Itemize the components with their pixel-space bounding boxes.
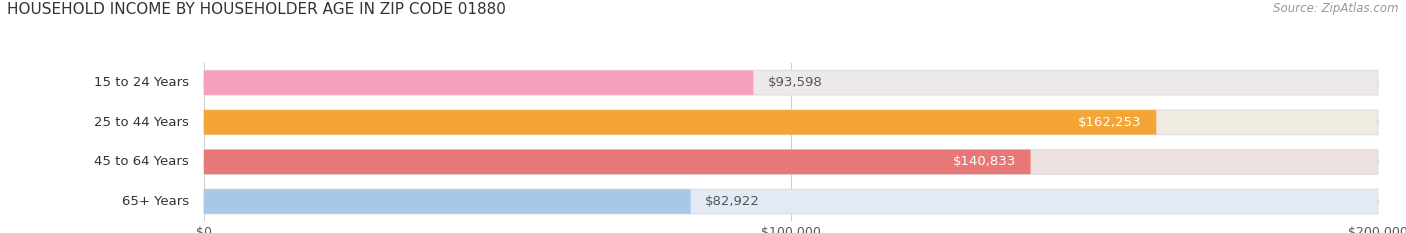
Text: Source: ZipAtlas.com: Source: ZipAtlas.com (1274, 2, 1399, 15)
Text: 15 to 24 Years: 15 to 24 Years (94, 76, 190, 89)
FancyBboxPatch shape (204, 150, 1378, 174)
FancyBboxPatch shape (204, 110, 1156, 135)
FancyBboxPatch shape (204, 189, 690, 214)
Text: $140,833: $140,833 (953, 155, 1017, 168)
FancyBboxPatch shape (204, 189, 1378, 214)
Text: $162,253: $162,253 (1078, 116, 1142, 129)
Text: HOUSEHOLD INCOME BY HOUSEHOLDER AGE IN ZIP CODE 01880: HOUSEHOLD INCOME BY HOUSEHOLDER AGE IN Z… (7, 2, 506, 17)
Text: 65+ Years: 65+ Years (122, 195, 190, 208)
Text: $93,598: $93,598 (768, 76, 823, 89)
FancyBboxPatch shape (204, 70, 1378, 95)
Text: $82,922: $82,922 (706, 195, 761, 208)
FancyBboxPatch shape (204, 150, 1031, 174)
Text: 45 to 64 Years: 45 to 64 Years (94, 155, 190, 168)
FancyBboxPatch shape (204, 110, 1378, 135)
Text: 25 to 44 Years: 25 to 44 Years (94, 116, 190, 129)
FancyBboxPatch shape (204, 70, 754, 95)
